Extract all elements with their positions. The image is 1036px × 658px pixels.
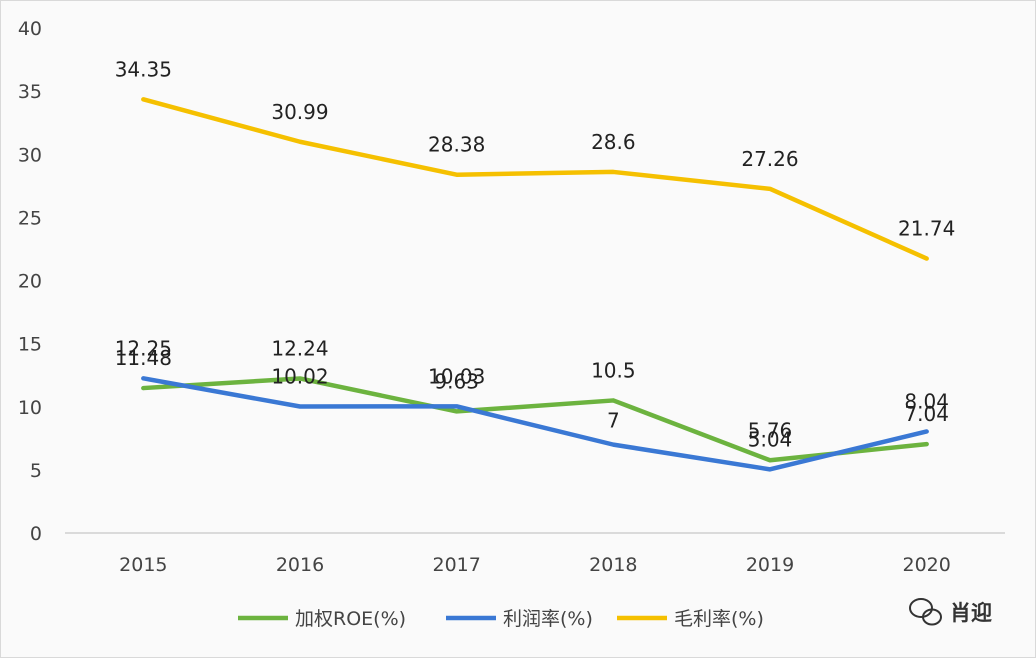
- legend: 加权ROE(%) 利润率(%) 毛利率(%): [238, 608, 764, 630]
- series-line: [141, 97, 929, 261]
- data-label: 9.63: [434, 369, 479, 393]
- data-label: 5.04: [748, 427, 793, 451]
- x-tick-label: 2017: [432, 554, 480, 576]
- x-tick-label: 2019: [746, 554, 794, 576]
- x-tick-label: 2020: [902, 554, 950, 576]
- data-labels: 11.48 12.24 9.63 10.5 5.76 7.04 12.25 10.02 10.0…: [115, 57, 956, 451]
- data-label: 12.25: [115, 336, 172, 360]
- data-label: 5.76: [748, 418, 793, 442]
- y-tick-label: 25: [18, 207, 42, 229]
- data-label: 30.99: [271, 100, 328, 124]
- y-axis-ticks: 0 5 10 15 20 25 30 35 40: [18, 18, 42, 545]
- watermark-text: 肖迎: [950, 601, 992, 625]
- x-tick-label: 2015: [119, 554, 167, 576]
- y-tick-label: 35: [18, 81, 42, 103]
- legend-label: 加权ROE(%): [295, 608, 406, 630]
- data-label: 28.6: [591, 130, 636, 154]
- data-label: 10.5: [591, 358, 636, 382]
- data-label: 10.03: [428, 364, 485, 388]
- x-tick-label: 2018: [589, 554, 637, 576]
- data-label: 7.04: [904, 402, 949, 426]
- data-label: 7: [607, 409, 620, 433]
- watermark: 肖迎: [909, 598, 992, 626]
- y-tick-label: 40: [18, 18, 42, 40]
- y-tick-label: 5: [30, 460, 42, 482]
- data-label: 21.74: [898, 217, 955, 241]
- y-tick-label: 30: [18, 144, 42, 166]
- series-line: [141, 376, 929, 472]
- wechat-icon: [909, 598, 942, 626]
- legend-label: 利润率(%): [503, 608, 593, 630]
- legend-label: 毛利率(%): [674, 608, 764, 630]
- data-label: 10.02: [271, 364, 328, 388]
- series-line: [141, 376, 929, 463]
- data-label: 27.26: [741, 147, 798, 171]
- x-axis-ticks: 2015 2016 2017 2018 2019 2020: [119, 554, 951, 576]
- y-tick-label: 10: [18, 397, 42, 419]
- data-label: 8.04: [904, 389, 949, 413]
- y-tick-label: 15: [18, 334, 42, 356]
- data-label: 34.35: [115, 57, 172, 81]
- y-tick-label: 0: [30, 523, 42, 545]
- x-tick-label: 2016: [276, 554, 324, 576]
- y-tick-label: 20: [18, 271, 42, 293]
- data-label: 28.38: [428, 133, 485, 157]
- series-lines: [141, 97, 929, 472]
- data-label: 12.24: [271, 336, 328, 360]
- data-label: 11.48: [115, 346, 172, 370]
